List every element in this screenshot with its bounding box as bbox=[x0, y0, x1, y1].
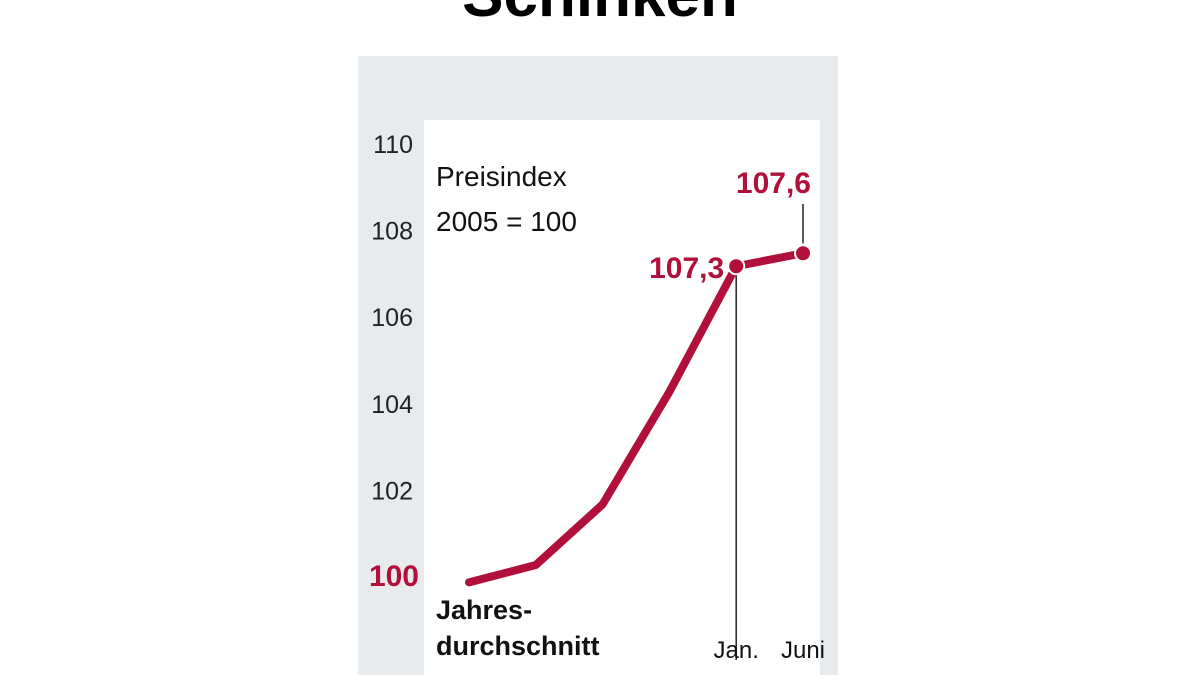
data-point-1 bbox=[794, 244, 812, 263]
y-tick-label-100: 100 bbox=[369, 560, 419, 593]
y-tick-label-104: 104 bbox=[371, 391, 413, 419]
y-tick-label-108: 108 bbox=[371, 218, 413, 246]
chart-headline: Schinken bbox=[360, 0, 840, 31]
y-tick-label-106: 106 bbox=[371, 304, 413, 332]
chart-subtitle: 2005 = 100 bbox=[436, 206, 577, 237]
plot-area bbox=[424, 120, 820, 675]
data-point-0 bbox=[727, 257, 746, 276]
chart-title: Preisindex bbox=[436, 161, 567, 192]
data-label-jan: 107,3 bbox=[649, 252, 724, 285]
x-label-1: Jan. bbox=[714, 637, 759, 664]
y-tick-label-102: 102 bbox=[371, 477, 413, 505]
x-label-yearly-line-1: durchschnitt bbox=[436, 631, 600, 661]
y-tick-label-110: 110 bbox=[373, 131, 413, 159]
x-label-2: Juni bbox=[781, 637, 825, 664]
series-line bbox=[465, 249, 807, 587]
x-label-yearly-line-0: Jahres- bbox=[436, 595, 532, 625]
data-label-juni: 107,6 bbox=[736, 167, 811, 200]
